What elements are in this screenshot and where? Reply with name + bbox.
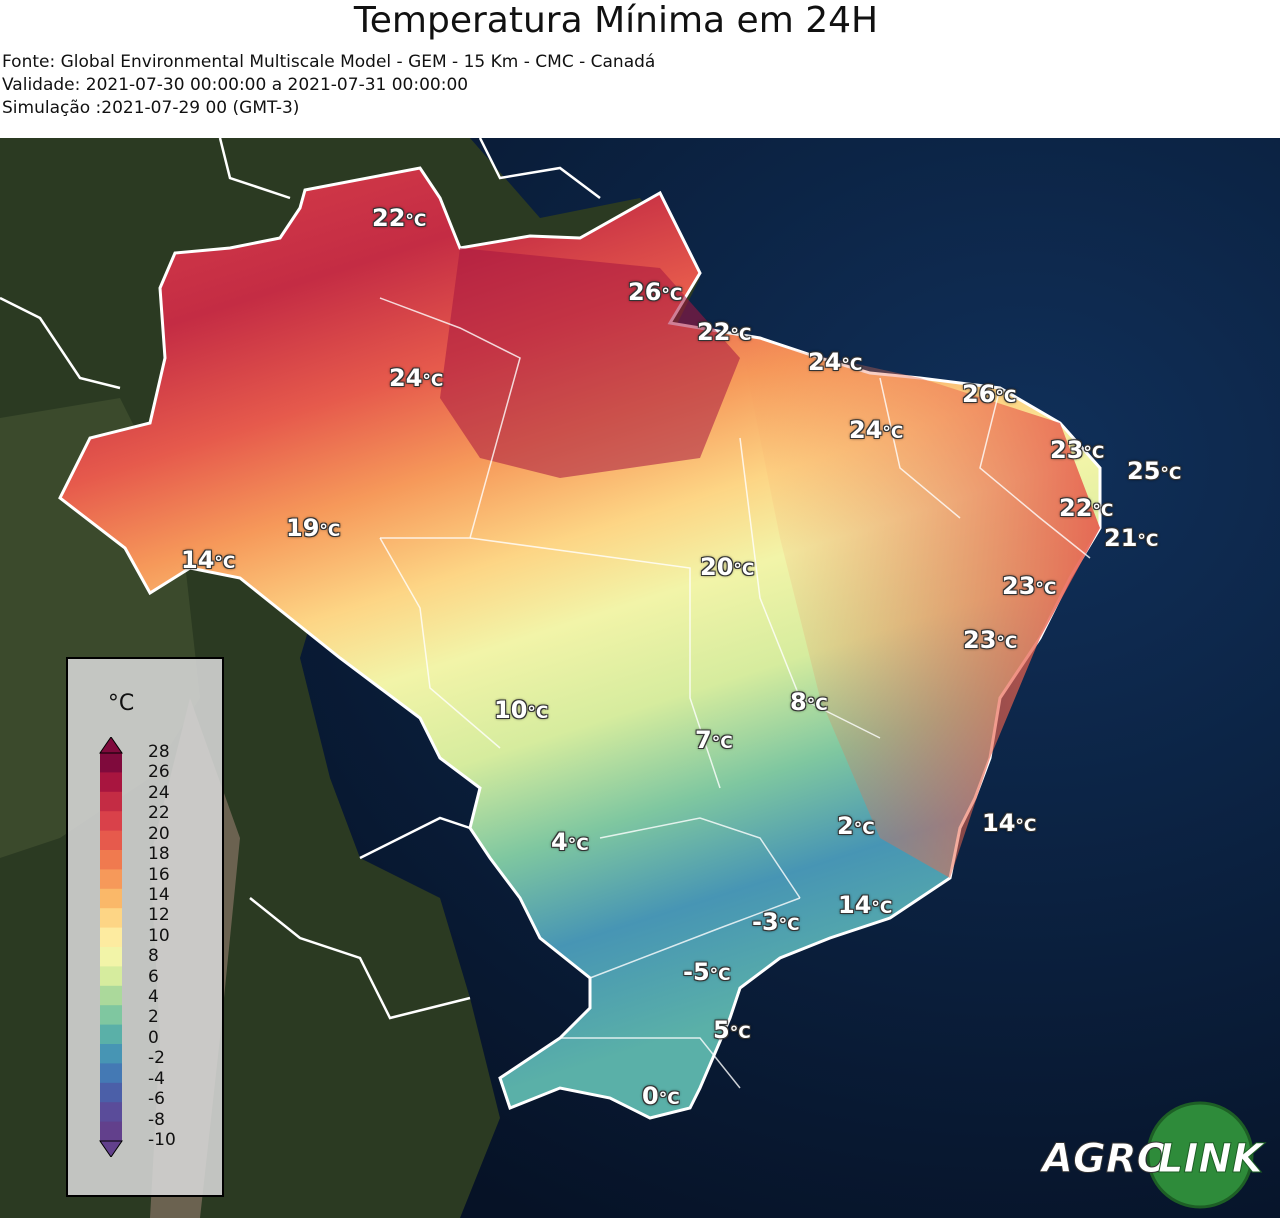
colorbar-swatch bbox=[100, 966, 122, 987]
state-borders bbox=[379, 297, 1091, 1089]
temp-label: -5°C bbox=[683, 958, 731, 986]
colorbar-swatch bbox=[100, 985, 122, 1006]
colorbar-swatch bbox=[100, 791, 122, 812]
colorbar-swatch bbox=[100, 1005, 122, 1026]
colorbar-tick-label: 2 bbox=[148, 1007, 159, 1028]
colorbar-tick-label: 8 bbox=[148, 946, 159, 967]
colorbar-min-arrow bbox=[99, 1140, 123, 1157]
temp-label: 26°C bbox=[962, 380, 1017, 408]
colorbar-scale bbox=[99, 737, 123, 1157]
colorbar-max-arrow bbox=[99, 737, 123, 754]
source-line: Fonte: Global Environmental Multiscale M… bbox=[2, 52, 656, 72]
temp-label: 21°C bbox=[1104, 524, 1159, 552]
temp-label: 25°C bbox=[1127, 457, 1182, 485]
temp-label: 22°C bbox=[372, 204, 427, 232]
temp-label: 20°C bbox=[700, 553, 755, 581]
temp-label: 8°C bbox=[790, 688, 828, 716]
colorbar-tick-label: -2 bbox=[148, 1048, 165, 1069]
temp-label: 23°C bbox=[963, 626, 1018, 654]
svg-text:LINK: LINK bbox=[1158, 1136, 1266, 1182]
temp-label: 0°C bbox=[642, 1082, 680, 1110]
colorbar-swatch bbox=[100, 1044, 122, 1064]
colorbar-swatch bbox=[100, 1063, 122, 1084]
temp-label: 19°C bbox=[286, 514, 341, 542]
colorbar-tick-label: 12 bbox=[148, 905, 170, 926]
temp-label: 2°C bbox=[837, 812, 875, 840]
temp-label: 22°C bbox=[1059, 494, 1114, 522]
temp-label: -3°C bbox=[752, 908, 800, 936]
temp-label: 4°C bbox=[551, 828, 589, 856]
colorbar-tick-label: -8 bbox=[148, 1109, 165, 1130]
colorbar-tick-label: -4 bbox=[148, 1068, 165, 1089]
colorbar-swatch bbox=[100, 753, 122, 773]
colorbar-legend: °C 28 26 24 22 20 18 16 14 12 10 8 6 4 2 0 -2 -4 -6 -8 -10 bbox=[66, 657, 224, 1197]
colorbar-tick-label: 22 bbox=[148, 803, 170, 824]
temp-label: 23°C bbox=[1050, 436, 1105, 464]
colorbar-swatch bbox=[100, 888, 122, 909]
svg-text:AGRO: AGRO bbox=[1040, 1136, 1171, 1182]
temp-label: 24°C bbox=[808, 348, 863, 376]
temp-label: 10°C bbox=[494, 696, 549, 724]
colorbar-tick-label: 4 bbox=[148, 987, 159, 1008]
temp-label: 7°C bbox=[695, 726, 733, 754]
validity-line: Validade: 2021-07-30 00:00:00 a 2021-07-… bbox=[2, 75, 469, 95]
colorbar-swatch bbox=[100, 772, 122, 793]
colorbar-tick-label: -6 bbox=[148, 1089, 165, 1110]
colorbar-swatch bbox=[100, 947, 122, 967]
temp-label: 23°C bbox=[1002, 572, 1057, 600]
temp-label: 5°C bbox=[713, 1016, 751, 1044]
north-hot-zone bbox=[440, 248, 740, 478]
colorbar-tick-label: 28 bbox=[148, 742, 170, 762]
simulation-line: Simulação :2021-07-29 00 (GMT-3) bbox=[2, 98, 300, 118]
agrolink-logo: AGRO LINK bbox=[1040, 1101, 1266, 1209]
colorbar-tick-label: 26 bbox=[148, 762, 170, 783]
colorbar-tick-label: 0 bbox=[148, 1027, 159, 1048]
temp-label: 14°C bbox=[838, 891, 893, 919]
colorbar-tick-label: -10 bbox=[148, 1130, 176, 1150]
colorbar-tick-label: 18 bbox=[148, 844, 170, 865]
temp-label: 26°C bbox=[628, 278, 683, 306]
temp-label: 24°C bbox=[389, 364, 444, 392]
map-title: Temperatura Mínima em 24H bbox=[353, 0, 879, 41]
temp-label: 14°C bbox=[181, 546, 236, 574]
colorbar-swatch bbox=[100, 1082, 122, 1103]
colorbar-tick-label: 20 bbox=[148, 823, 170, 844]
temp-label: 22°C bbox=[697, 318, 752, 346]
colorbar-unit: °C bbox=[107, 691, 135, 716]
colorbar-swatch bbox=[100, 811, 122, 832]
colorbar-swatch bbox=[100, 927, 122, 948]
colorbar-swatch bbox=[100, 1102, 122, 1123]
colorbar-swatch bbox=[100, 1121, 122, 1142]
colorbar-tick-label: 10 bbox=[148, 925, 170, 946]
northeast-warm-zone bbox=[740, 338, 1100, 878]
country-borders bbox=[0, 138, 601, 1020]
colorbar-swatch bbox=[100, 908, 122, 929]
temp-label: 14°C bbox=[982, 809, 1037, 837]
colorbar-swatch bbox=[100, 869, 122, 890]
colorbar-tick-label: 24 bbox=[148, 782, 170, 803]
colorbar-swatch bbox=[100, 850, 122, 870]
temp-label: 24°C bbox=[849, 416, 904, 444]
colorbar-swatch bbox=[100, 1024, 122, 1045]
colorbar-swatch bbox=[100, 830, 122, 851]
colorbar-tick-label: 6 bbox=[148, 966, 159, 987]
colorbar-tick-label: 16 bbox=[148, 864, 170, 885]
header: Temperatura Mínima em 24H Fonte: Global … bbox=[0, 0, 1280, 138]
colorbar-tick-label: 14 bbox=[148, 884, 170, 905]
